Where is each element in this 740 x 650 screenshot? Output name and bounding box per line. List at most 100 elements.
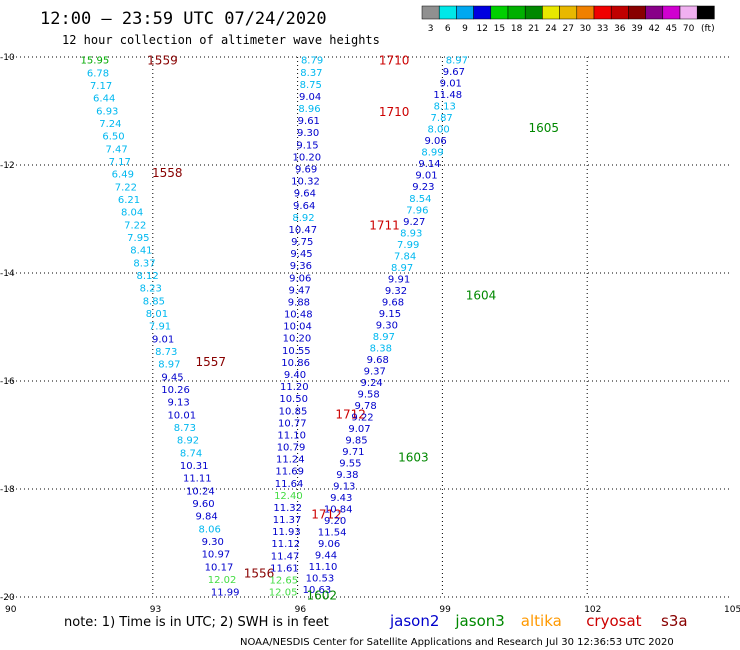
wave-height-label: 9.13 <box>333 481 355 492</box>
wave-height-label: 10.24 <box>186 486 215 497</box>
y-tick-label: -18 <box>0 485 15 495</box>
wave-height-label: 7.24 <box>99 119 121 130</box>
wave-height-label: 8.41 <box>130 246 152 257</box>
wave-height-label: 9.44 <box>315 550 337 561</box>
wave-height-label: 8.00 <box>427 125 449 136</box>
colorbar-swatch <box>576 5 595 20</box>
colorbar-label: 42 <box>648 24 659 34</box>
time-label: 1604 <box>466 289 497 303</box>
wave-height-label: 9.75 <box>291 237 313 248</box>
wave-height-label: 11.48 <box>433 90 462 101</box>
wave-height-label: 7.84 <box>394 251 416 262</box>
time-label: 1710 <box>379 54 410 68</box>
wave-height-label: 11.69 <box>275 467 304 478</box>
wave-height-label: 8.74 <box>180 448 202 459</box>
colorbar-label: 9 <box>462 24 468 34</box>
colorbar-swatch <box>473 5 492 20</box>
wave-height-label: 9.40 <box>284 370 306 381</box>
wave-height-label: 10.55 <box>282 346 311 357</box>
wave-height-label: 9.58 <box>358 389 380 400</box>
wave-height-label: 10.48 <box>284 310 313 321</box>
wave-height-label: 9.06 <box>318 539 340 550</box>
wave-height-label: 9.37 <box>364 366 386 377</box>
wave-height-label: 9.22 <box>351 412 373 423</box>
colorbar-label: 18 <box>511 24 523 34</box>
wave-height-label: 9.24 <box>361 378 383 389</box>
wave-height-label: 9.45 <box>290 249 312 260</box>
wave-height-label: 9.47 <box>288 285 310 296</box>
wave-height-label: 7.22 <box>115 182 137 193</box>
wave-height-label: 11.20 <box>280 382 309 393</box>
wave-height-label: 9.43 <box>330 493 352 504</box>
wave-height-label: 9.01 <box>440 79 462 90</box>
grid <box>8 56 732 598</box>
wave-height-label: 10.77 <box>278 418 307 429</box>
colorbar-swatch <box>696 5 715 20</box>
legend-jason3: jason3 <box>454 612 504 630</box>
wave-height-label: 8.96 <box>298 104 320 115</box>
wave-height-label: 9.01 <box>415 171 437 182</box>
wave-height-label: 8.01 <box>146 309 168 320</box>
x-tick-label: 99 <box>439 605 451 615</box>
colorbar-label: 39 <box>631 24 643 34</box>
wave-height-label: 10.53 <box>306 573 335 584</box>
wave-height-label: 9.88 <box>288 297 310 308</box>
time-label: 1605 <box>528 121 559 135</box>
wave-height-label: 9.20 <box>324 516 346 527</box>
wave-height-label: 8.97 <box>158 360 180 371</box>
x-tick-label: 105 <box>724 605 740 615</box>
wave-height-label: 9.23 <box>412 182 434 193</box>
y-tick-label: -12 <box>0 161 15 171</box>
wave-height-label: 11.37 <box>273 515 302 526</box>
wave-height-label: 11.10 <box>309 562 338 573</box>
wave-height-label: 11.47 <box>271 551 300 562</box>
colorbar: 3 6 9 12 15 18 21 24 27 30 33 36 39 42 45 70 (ft) <box>421 5 715 34</box>
legend-altika: altika <box>521 612 562 630</box>
colorbar-swatch <box>507 5 526 20</box>
wave-height-label: 9.71 <box>342 447 364 458</box>
colorbar-label: 45 <box>666 24 677 34</box>
colorbar-swatch <box>456 5 474 20</box>
wave-height-label: 11.24 <box>276 455 305 466</box>
colorbar-label: 3 <box>428 24 434 34</box>
time-label: 1710 <box>379 105 410 119</box>
wave-height-label: 8.97 <box>391 263 413 274</box>
wave-height-label: 10.17 <box>205 562 234 573</box>
colorbar-swatch <box>593 5 612 20</box>
wave-height-label: 12.02 <box>208 575 237 586</box>
colorbar-label: 70 <box>683 24 695 34</box>
footnote: note: 1) Time is in UTC; 2) SWH is in fe… <box>64 615 329 630</box>
wave-height-label: 9.60 <box>192 499 214 510</box>
wave-height-label: 8.73 <box>155 347 177 358</box>
wave-height-label: 8.79 <box>301 56 323 67</box>
wave-height-label: 8.12 <box>136 271 158 282</box>
series-cryosat: 8.798.378.759.048.969.619.309.1510.209.6… <box>269 54 410 599</box>
time-label: 1557 <box>195 355 226 369</box>
wave-height-label: 8.92 <box>177 436 199 447</box>
wave-height-label: 8.37 <box>133 258 155 269</box>
wave-height-label: 9.36 <box>290 261 312 272</box>
wave-height-label: 10.97 <box>202 550 231 561</box>
wave-height-label: 8.13 <box>434 102 456 113</box>
colorbar-label: 15 <box>494 24 505 34</box>
wave-height-label: 8.92 <box>292 213 314 224</box>
wave-height-label: 9.30 <box>202 537 224 548</box>
x-tick-label: 102 <box>584 605 601 615</box>
colorbar-swatch <box>645 5 664 20</box>
legend-s3a: s3a <box>661 612 688 630</box>
colorbar-swatch <box>490 5 509 20</box>
wave-height-label: 9.91 <box>388 274 410 285</box>
wave-height-label: 9.64 <box>294 189 316 200</box>
wave-height-label: 9.30 <box>376 320 398 331</box>
time-label: 1602 <box>306 588 337 602</box>
wave-height-label: 8.04 <box>121 208 143 219</box>
wave-height-label: 12.40 <box>274 491 303 502</box>
axis-ticks: 90 93 96 99 102 105 -10 -12 -14 -16 -18 -20 <box>0 53 740 615</box>
wave-height-label: 6.93 <box>96 106 118 117</box>
legend-cryosat: cryosat <box>586 612 641 630</box>
wave-height-label: 11.11 <box>183 474 212 485</box>
wave-height-label: 9.32 <box>385 286 407 297</box>
y-tick-label: -20 <box>0 593 15 603</box>
wave-height-label: 7.47 <box>105 144 127 155</box>
wave-height-label: 9.68 <box>367 355 389 366</box>
